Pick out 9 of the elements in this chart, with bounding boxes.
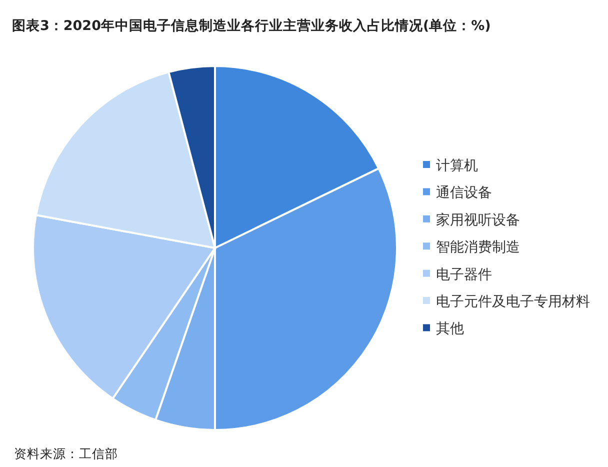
legend-label: 电子元件及电子专用材料	[436, 294, 590, 310]
legend-label: 智能消费制造	[436, 240, 520, 256]
legend-label: 家用视听设备	[436, 212, 520, 228]
legend-label: 计算机	[436, 158, 478, 174]
legend-label: 通信设备	[436, 185, 492, 202]
chart-title: 图表3：2020年中国电子信息制造业各行业主营业务收入占比情况(单位：%)	[12, 17, 491, 34]
text: 资料来源：工信部	[14, 446, 118, 461]
legend-label: 其他	[436, 321, 464, 338]
legend-label: 电子器件	[436, 266, 492, 283]
